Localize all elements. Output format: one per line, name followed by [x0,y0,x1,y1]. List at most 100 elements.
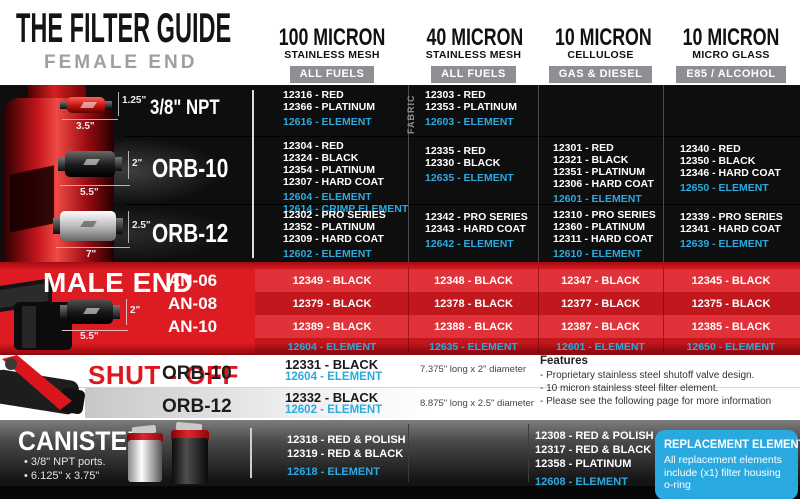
orb10-filter-image [58,151,122,177]
media-label: STAINLESS MESH [425,49,522,61]
shutoff-valve-image [0,355,86,415]
an-size-label: AN-06 [168,271,218,290]
column-divider [408,267,409,353]
male-element-cell: 12604 - ELEMENT [287,341,377,353]
male-row-stripe [255,338,800,353]
dimension-line [128,151,129,179]
fuel-badge: ALL FUELS [431,66,516,83]
part-number: 12306 - HARD COAT [553,178,654,190]
part-number: 12319 - RED & BLACK [287,448,404,460]
column-header-40-micron: 40 MICRON STAINLESS MESH ALL FUELS [410,26,537,83]
canister-image-black [171,430,209,440]
fuel-badge: GAS & DIESEL [548,66,653,83]
height-dim-label: 2.5" [132,220,151,231]
part-number: 12358 - PLATINUM [535,458,632,470]
feature-item: - Proprietary stainless steel shutoff va… [540,370,755,381]
micron-label: 40 MICRON [426,24,524,51]
element-number: 12602 - ELEMENT [283,248,372,260]
column-header-10-micron-cellulose: 10 MICRON CELLULOSE GAS & DIESEL [539,26,662,83]
dimension-line [62,330,128,331]
shutoff-size-label: ORB-10 [162,363,232,384]
male-element-cell: 12601 - ELEMENT [556,341,645,353]
orb12-filter-image [53,211,123,241]
male-filter-image [60,300,120,324]
column-divider [663,267,664,353]
element-number: 12639 - ELEMENT [680,238,769,250]
male-element-cell: 12650 - ELEMENT [686,341,776,353]
part-number: 12335 - RED [425,145,486,157]
element-number: 12603 - ELEMENT [425,116,514,128]
male-part-cell: 12388 - BLACK [434,321,513,333]
part-number: 12302 - PRO SERIES [283,209,386,221]
part-numbers-cell: 12301 - RED 12321 - BLACK 12351 - PLATINUM… [553,142,654,205]
shutoff-part-number: 12331 - BLACK [285,357,379,372]
part-number: 12352 - PLATINUM [283,221,375,233]
part-numbers-cell: 12304 - RED 12324 - BLACK 12354 - PLATINUM… [283,140,408,215]
fabric-note: FABRIC [406,94,416,135]
part-number: 12353 - PLATINUM [425,101,517,113]
length-dim-label: 5.5" [80,187,99,198]
part-number: 12318 - RED & POLISH [287,434,406,446]
column-header-100-micron: 100 MICRON STAINLESS MESH ALL FUELS [258,26,406,83]
media-label: MICRO GLASS [692,49,770,61]
dimension-line [62,119,118,120]
male-part-cell: 12378 - BLACK [434,298,513,310]
element-number: 12642 - ELEMENT [425,238,514,250]
dimension-line [128,211,129,243]
part-number: 12309 - HARD COAT [283,233,384,245]
part-number: 12360 - PLATINUM [553,221,645,233]
column-divider [252,90,254,258]
part-number: 12350 - BLACK [680,155,756,167]
female-end-section [0,85,800,262]
part-number: 12303 - RED [425,89,486,101]
element-number: 12610 - ELEMENT [553,248,642,260]
dimension-line [126,299,127,325]
male-part-cell: 12389 - BLACK [292,321,372,333]
part-number: 12304 - RED [283,140,344,152]
shutoff-dimensions: 8.875" long x 2.5" diameter [420,398,534,409]
row-divider [125,204,800,205]
male-row-stripe [255,269,800,292]
part-numbers-cell: 12335 - RED 12330 - BLACK 12635 - ELEMENT [425,145,514,184]
row-divider [125,136,800,137]
fuel-badge: E85 / ALCOHOL [676,66,786,83]
element-number: 12616 - ELEMENT [283,116,372,128]
female-end-label: FEMALE END [44,52,198,73]
replacement-elements-callout: REPLACEMENT ELEMENTS All replacement ele… [655,430,800,499]
male-part-cell: 12379 - BLACK [292,298,372,310]
element-number: 12601 - ELEMENT [553,193,642,205]
part-number: 12342 - PRO SERIES [425,211,528,223]
part-number: 12311 - HARD COAT [553,233,654,245]
part-numbers-cell: 12342 - PRO SERIES 12343 - HARD COAT 1264… [425,211,528,250]
an-fitting-image [0,278,72,350]
part-numbers-cell: 12310 - PRO SERIES 12360 - PLATINUM 12311 … [553,209,656,260]
canister-bullet: • 3/8" NPT ports. [24,456,106,468]
part-number: 12346 - HARD COAT [680,167,781,179]
part-numbers-cell: 12303 - RED 12353 - PLATINUM 12603 - ELEM… [425,89,517,128]
male-part-cell: 12348 - BLACK [434,275,513,287]
row-label-npt: 3/8" NPT [150,96,220,119]
part-number: 12308 - RED & POLISH [535,430,654,442]
row-label-orb12: ORB-12 [152,218,229,248]
element-number: 12635 - ELEMENT [425,172,514,184]
column-divider [663,85,664,262]
canister-bullets: • 3/8" NPT ports. • 6.125" x 3.75" [24,455,106,483]
part-numbers-cell: 12339 - PRO SERIES 12341 - HARD COAT 1263… [680,211,783,250]
element-number: 12604 - ELEMENT [283,191,372,203]
feature-item: - Please see the following page for more… [540,396,772,407]
part-number: 12316 - RED [283,89,344,101]
features-list: - Proprietary stainless steel shutoff va… [540,369,771,408]
micron-label: 10 MICRON [682,24,780,51]
shutoff-title: SHUT - OFF [88,360,239,390]
an-size-label: AN-08 [168,294,218,313]
column-header-10-micron-microglass: 10 MICRON MICRO GLASS E85 / ALCOHOL [664,26,798,83]
part-number: 12307 - HARD COAT [283,176,384,188]
male-end-section [0,262,800,355]
canister-image-silver [128,440,162,482]
column-divider [408,85,409,262]
part-number: 12324 - BLACK [283,152,359,164]
part-number: 12310 - PRO SERIES [553,209,656,221]
micron-label: 10 MICRON [554,24,652,51]
canister-title: CANISTER [18,426,145,456]
column-divider [250,428,252,478]
